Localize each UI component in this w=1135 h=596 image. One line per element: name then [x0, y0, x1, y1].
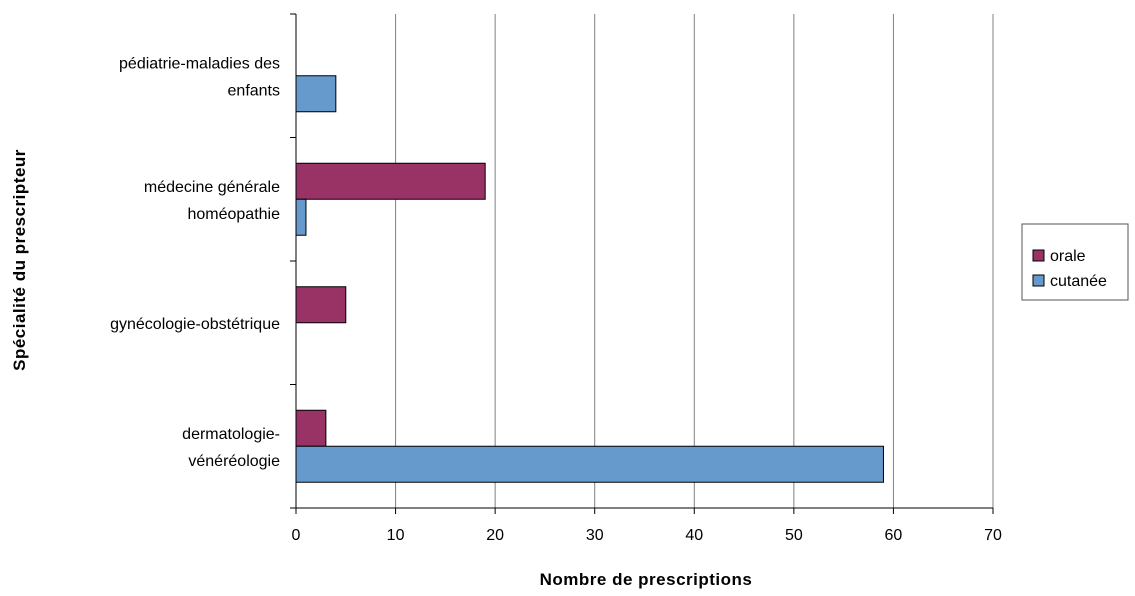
x-tick-label-60: 60: [885, 527, 903, 544]
x-tick-label-20: 20: [486, 527, 504, 544]
bar-cutanee-1: [295, 198, 307, 236]
bar-cutanee-0: [295, 75, 337, 113]
legend-swatch-cutanee: [1032, 274, 1045, 287]
x-tick-label-30: 30: [586, 527, 604, 544]
x-tick-label-50: 50: [785, 527, 803, 544]
bar-cutanee-3: [295, 445, 884, 483]
y-category-label-1: médecine générale homéopathie: [144, 179, 280, 223]
legend-label-cutanee: cutanée: [1050, 273, 1107, 290]
x-tick-label-10: 10: [387, 527, 405, 544]
bar-orale-3: [295, 409, 327, 447]
x-axis-title: Nombre de prescriptions: [540, 570, 753, 589]
x-tick-label-70: 70: [984, 527, 1002, 544]
legend: orale cutanée: [1021, 223, 1129, 301]
y-category-label-0: pédiatrie-maladies des enfants: [119, 55, 280, 99]
gridlines: [395, 14, 994, 508]
bars: [295, 75, 884, 483]
x-tick-label-0: 0: [292, 527, 301, 544]
axes: [290, 13, 994, 514]
legend-swatch-orale: [1032, 249, 1045, 262]
axis-labels: 0 10 20 30 40 50 60 70 pédiatrie-maladies des enf…: [110, 55, 1002, 544]
bar-orale-1: [295, 162, 486, 200]
y-category-label-2: gynécologie-obstétrique: [110, 316, 280, 333]
y-category-label-3: dermatologie-vénéréologie: [182, 426, 280, 470]
y-axis-title: Spécialité du prescripteur: [10, 149, 29, 371]
legend-frame: [1021, 223, 1129, 301]
bar-orale-2: [295, 286, 347, 324]
legend-label-orale: orale: [1050, 248, 1086, 265]
x-tick-label-40: 40: [685, 527, 703, 544]
